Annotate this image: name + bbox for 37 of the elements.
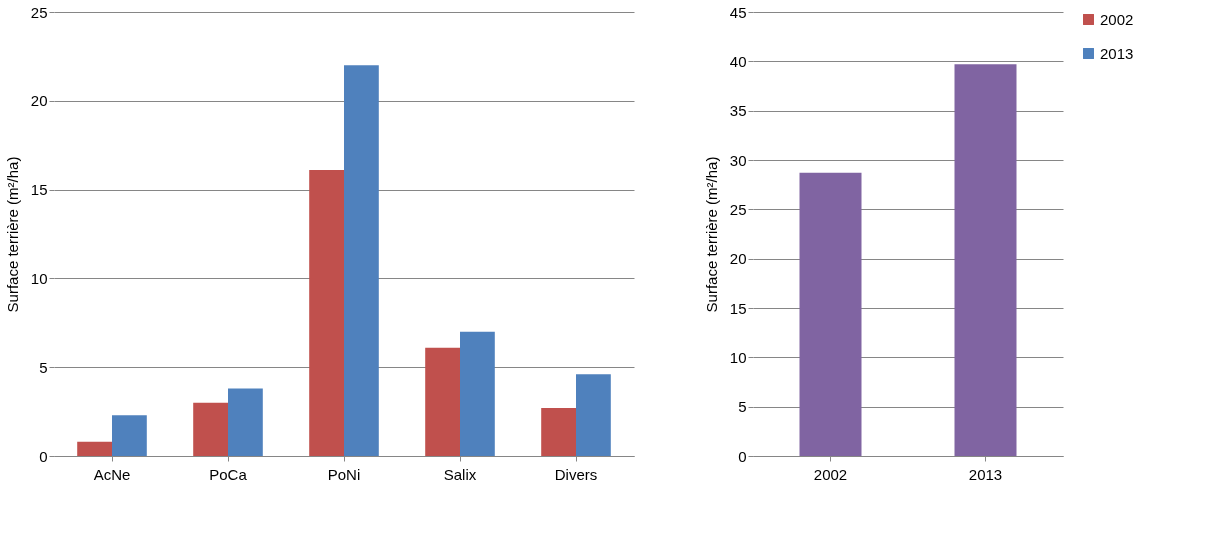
y-tick-label: 5 — [39, 358, 48, 376]
y-axis-title: Surface terrière (m²/ha) — [3, 156, 21, 313]
y-tick-label: 30 — [729, 151, 747, 169]
bar — [193, 402, 228, 456]
y-tick-label: 0 — [39, 447, 48, 465]
x-tick-label: AcNe — [93, 465, 131, 483]
bar — [460, 331, 495, 456]
y-axis-title: Surface terrière (m²/ha) — [702, 156, 720, 313]
bar — [344, 65, 379, 456]
bar — [228, 388, 263, 456]
x-tick-label: PoNi — [327, 465, 361, 483]
y-tick-label: 15 — [30, 181, 48, 199]
bar — [425, 347, 460, 456]
x-tick-label: Salix — [443, 465, 477, 483]
x-tick-label: PoCa — [209, 465, 248, 483]
y-tick-label: 35 — [729, 102, 747, 120]
y-tick-label: 20 — [30, 92, 48, 110]
y-tick-label: 40 — [729, 52, 747, 70]
x-tick-label: 2002 — [813, 465, 848, 483]
y-tick-label: 20 — [729, 250, 747, 268]
legend-label: 2013 — [1100, 44, 1134, 62]
y-tick-label: 15 — [729, 299, 747, 317]
y-tick-label: 25 — [729, 200, 747, 218]
y-tick-label: 0 — [738, 447, 747, 465]
bar — [576, 374, 611, 456]
y-tick-label: 45 — [729, 3, 747, 21]
bar — [112, 415, 147, 456]
y-tick-label: 10 — [30, 269, 48, 287]
bar — [309, 170, 344, 456]
y-tick-label: 25 — [30, 3, 48, 21]
x-tick-label: Divers — [554, 465, 598, 483]
x-tick-label: 2013 — [968, 465, 1003, 483]
y-tick-label: 5 — [738, 398, 747, 416]
bar — [541, 408, 576, 456]
y-tick-label: 10 — [729, 348, 747, 366]
bar — [77, 441, 112, 456]
legend-label: 2002 — [1100, 10, 1134, 28]
